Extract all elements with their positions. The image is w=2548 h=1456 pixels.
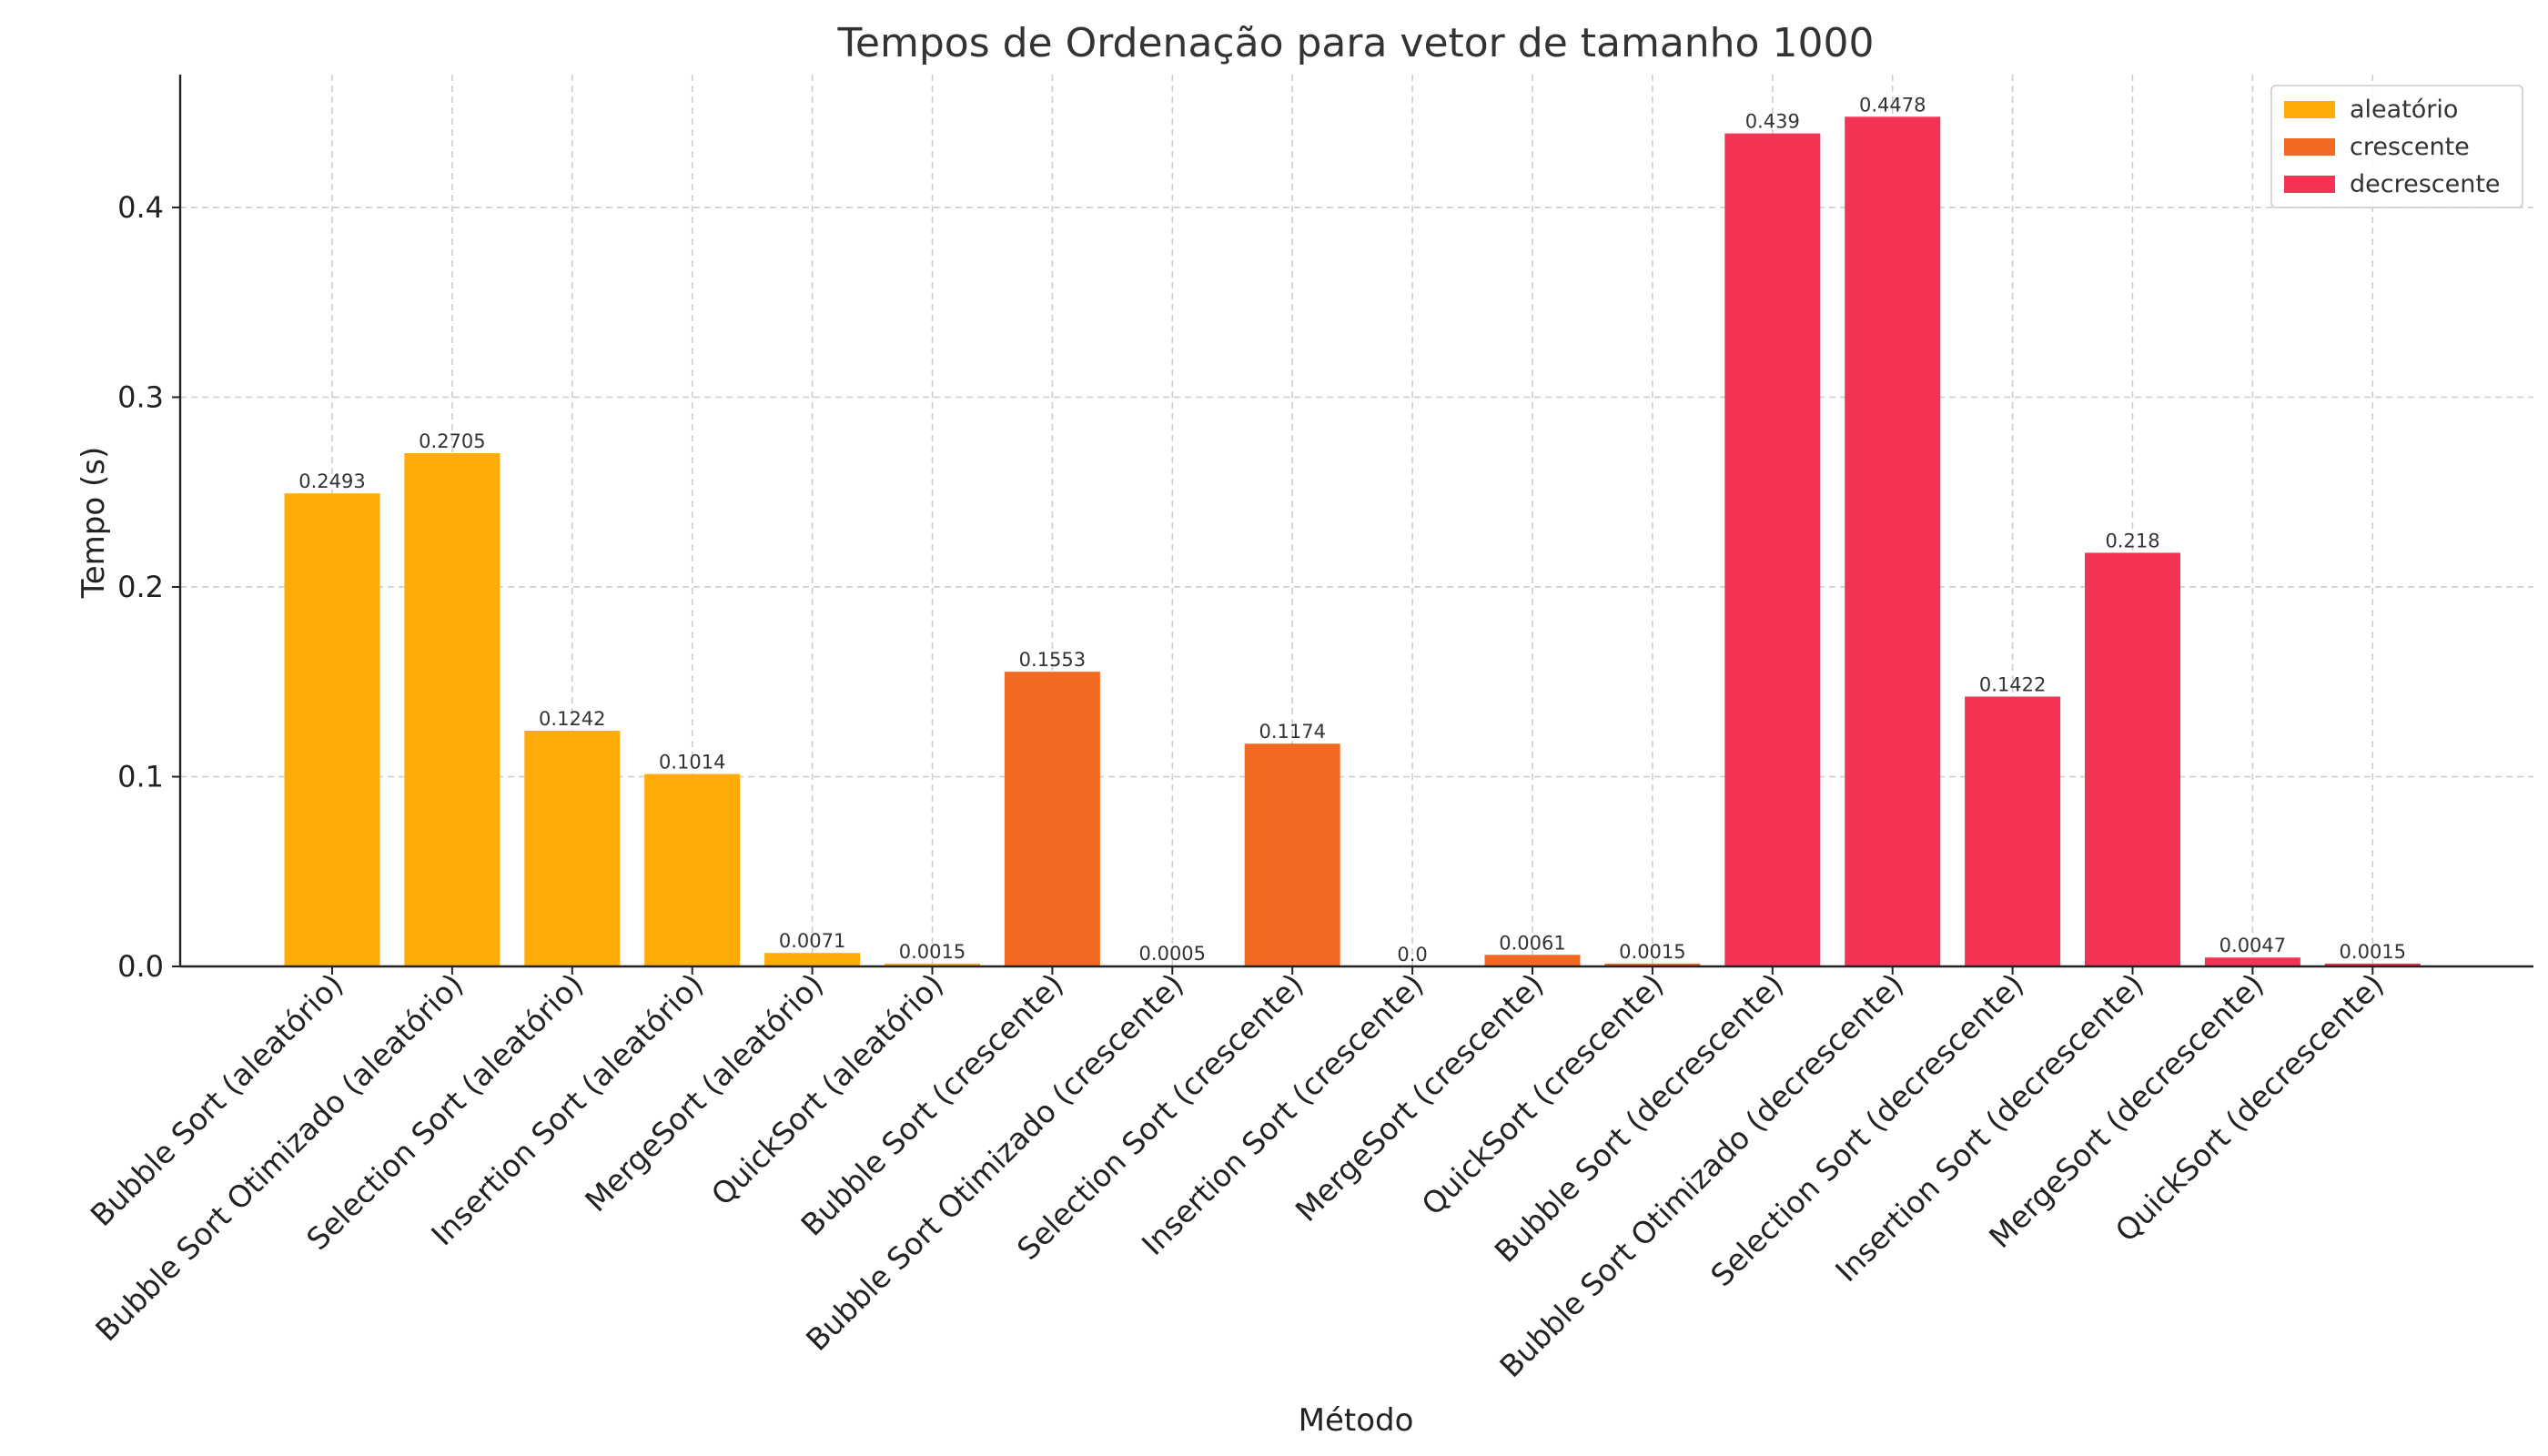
y-axis-label: Tempo (s)	[76, 447, 112, 599]
bar-value-label: 0.0061	[1499, 932, 1565, 954]
bar	[1484, 955, 1581, 966]
bar-value-label: 0.0005	[1139, 943, 1206, 965]
bar	[885, 963, 980, 966]
bar	[2085, 552, 2180, 966]
x-tick-label: MergeSort (aleatório)	[578, 966, 830, 1218]
legend-label: crescente	[2350, 133, 2470, 161]
y-tick-label: 0.4	[117, 190, 164, 225]
x-axis-label: Método	[1299, 1402, 1414, 1439]
y-tick-label: 0.0	[117, 949, 164, 984]
chart-title: Tempos de Ordenação para vetor de tamanh…	[837, 20, 1875, 66]
bars	[284, 116, 2421, 966]
legend-swatch	[2284, 101, 2335, 118]
y-ticks: 0.0 0.1 0.2 0.3 0.4	[117, 190, 180, 984]
bar	[1244, 743, 1340, 966]
bar	[1604, 963, 1701, 966]
y-tick-label: 0.2	[117, 570, 164, 604]
bar-value-label: 0.0071	[779, 930, 845, 952]
bar	[1004, 672, 1100, 966]
bar-value-label: 0.1174	[1259, 721, 1325, 743]
bar	[404, 452, 500, 966]
y-tick-label: 0.1	[117, 759, 164, 794]
x-tick-label: QuickSort (aleatório)	[704, 966, 950, 1212]
bar-value-label: 0.0	[1397, 944, 1427, 966]
legend: aleatório crescente decrescente	[2270, 85, 2523, 208]
x-tick-label: QuickSort (crescente)	[1415, 966, 1671, 1222]
bar	[2324, 963, 2421, 966]
legend-swatch	[2284, 176, 2335, 193]
bar	[1724, 133, 1821, 966]
bar-value-label: 0.1422	[1979, 673, 2046, 695]
bar-value-label: 0.1014	[659, 752, 725, 774]
bar-value-label: 0.0015	[899, 941, 966, 963]
bar	[284, 493, 380, 966]
x-tick-label: MergeSort (crescente)	[1289, 966, 1551, 1228]
bar	[2204, 957, 2300, 966]
bar-value-label: 0.2493	[298, 470, 365, 492]
legend-label: decrescente	[2350, 170, 2501, 198]
bar-value-label: 0.0015	[1619, 941, 1685, 963]
bar-value-label: 0.1553	[1019, 649, 1086, 671]
bar-value-label: 0.1242	[539, 708, 605, 730]
bar-value-label: 0.0047	[2219, 935, 2286, 956]
y-tick-label: 0.3	[117, 379, 164, 414]
bar-value-label: 0.4478	[1859, 94, 1926, 116]
bar	[644, 774, 741, 966]
bar	[1845, 116, 1941, 966]
x-tick-label: Bubble Sort (aleatório)	[84, 966, 350, 1233]
bar-value-label: 0.439	[1745, 111, 1800, 133]
x-ticks: Bubble Sort (aleatório)Bubble Sort Otimi…	[84, 966, 2391, 1384]
bar-value-label: 0.2705	[419, 430, 485, 452]
legend-label: aleatório	[2350, 96, 2458, 124]
bar	[764, 953, 861, 966]
bar-value-label: 0.0015	[2340, 941, 2406, 963]
bar-value-label: 0.218	[2105, 530, 2159, 551]
data-labels: 0.2493 0.2705 0.1242 0.1014 0.0071 0.0015 0.15…	[298, 94, 2406, 966]
bar	[524, 731, 621, 966]
bar	[1965, 696, 2061, 966]
legend-swatch	[2284, 138, 2335, 156]
